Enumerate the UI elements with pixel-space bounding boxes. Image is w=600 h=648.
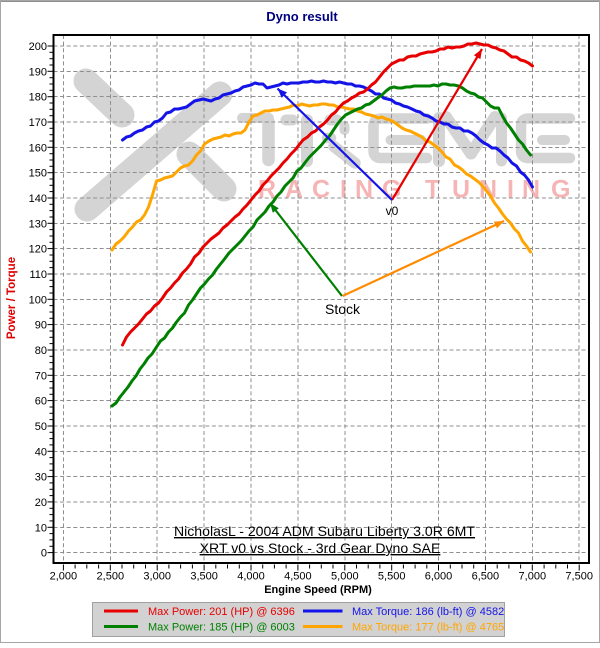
svg-text:2,500: 2,500: [97, 571, 125, 583]
svg-text:v0: v0: [386, 204, 399, 218]
svg-text:I: I: [507, 176, 514, 204]
svg-text:100: 100: [29, 294, 47, 306]
svg-text:C: C: [312, 176, 330, 204]
svg-text:T: T: [425, 176, 440, 204]
svg-text:190: 190: [29, 66, 47, 78]
svg-text:NicholasL - 2004 ADM Subaru Li: NicholasL - 2004 ADM Subaru Liberty 3.0R…: [174, 523, 475, 539]
svg-text:180: 180: [29, 92, 47, 104]
svg-text:140: 140: [29, 193, 47, 205]
svg-text:7,000: 7,000: [519, 571, 547, 583]
svg-text:Max Torque: 177 (lb-ft) @ 4765: Max Torque: 177 (lb-ft) @ 4765: [352, 622, 504, 634]
svg-text:N: N: [522, 176, 540, 204]
svg-text:5,000: 5,000: [331, 571, 359, 583]
svg-text:0: 0: [41, 548, 47, 560]
svg-text:170: 170: [29, 117, 47, 129]
svg-text:80: 80: [35, 345, 47, 357]
svg-text:Engine Speed (RPM): Engine Speed (RPM): [264, 584, 372, 596]
svg-text:20: 20: [35, 497, 47, 509]
svg-text:7,500: 7,500: [565, 571, 593, 583]
svg-text:10: 10: [35, 522, 47, 534]
svg-text:2,000: 2,000: [50, 571, 78, 583]
svg-text:6,500: 6,500: [472, 571, 500, 583]
svg-text:G: G: [551, 176, 570, 204]
svg-text:90: 90: [35, 320, 47, 332]
svg-text:Max Power: 185 (HP) @ 6003: Max Power: 185 (HP) @ 6003: [148, 622, 295, 634]
svg-text:3,500: 3,500: [190, 571, 218, 583]
svg-text:XRT v0 vs Stock - 3rd Gear Dyn: XRT v0 vs Stock - 3rd Gear Dyno SAE: [200, 540, 441, 556]
svg-text:I: I: [340, 176, 347, 204]
svg-text:40: 40: [35, 446, 47, 458]
svg-text:6,000: 6,000: [425, 571, 453, 583]
svg-text:5,500: 5,500: [378, 571, 406, 583]
svg-text:Max Torque: 186 (lb-ft) @ 4582: Max Torque: 186 (lb-ft) @ 4582: [352, 606, 504, 618]
svg-text:4,000: 4,000: [237, 571, 265, 583]
svg-text:N: N: [479, 176, 497, 204]
svg-text:Max Power: 201 (HP) @ 6396: Max Power: 201 (HP) @ 6396: [148, 606, 295, 618]
svg-text:4,500: 4,500: [284, 571, 312, 583]
svg-text:200: 200: [29, 41, 47, 53]
svg-text:Dyno result: Dyno result: [266, 9, 338, 24]
svg-text:70: 70: [35, 370, 47, 382]
svg-text:150: 150: [29, 168, 47, 180]
svg-text:Stock: Stock: [325, 301, 361, 317]
svg-text:60: 60: [35, 396, 47, 408]
svg-text:120: 120: [29, 244, 47, 256]
svg-text:3,000: 3,000: [143, 571, 171, 583]
svg-text:Power / Torque: Power / Torque: [6, 257, 18, 339]
svg-text:N: N: [355, 176, 373, 204]
svg-text:50: 50: [35, 421, 47, 433]
svg-text:30: 30: [35, 472, 47, 484]
svg-text:160: 160: [29, 142, 47, 154]
svg-text:130: 130: [29, 218, 47, 230]
svg-text:110: 110: [29, 269, 47, 281]
svg-text:A: A: [285, 176, 303, 204]
svg-text:R: R: [258, 176, 276, 204]
svg-text:U: U: [452, 176, 470, 204]
